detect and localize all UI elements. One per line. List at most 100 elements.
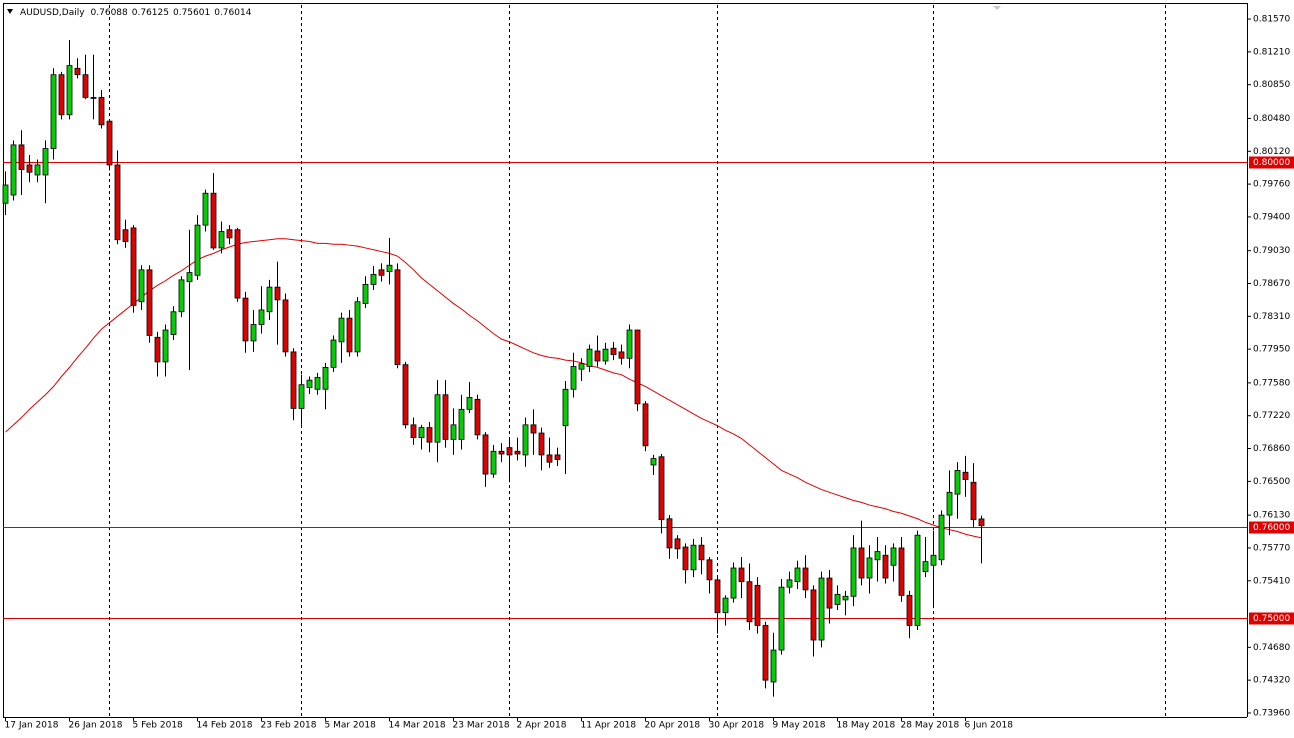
candle [146, 265, 153, 343]
candle-body [146, 269, 153, 336]
candle-body [826, 577, 833, 609]
level-label: 0.75000 [1253, 614, 1290, 624]
candle [906, 590, 913, 639]
candle [818, 571, 825, 648]
candle [658, 454, 665, 534]
candle [162, 324, 169, 377]
candle-body [522, 424, 529, 456]
candle-body [514, 450, 521, 455]
period-separators [109, 5, 1166, 717]
candle [762, 621, 769, 689]
candle [66, 40, 73, 120]
candle-body [114, 164, 121, 241]
candle-body [866, 557, 873, 579]
candle [682, 543, 689, 584]
y-tick-label: 0.80850 [1253, 80, 1290, 90]
candle [922, 536, 929, 578]
candle-body [42, 148, 49, 176]
x-tick-label: 17 Jan 2018 [5, 721, 59, 731]
candle-body [442, 394, 449, 440]
y-tick-label: 0.77220 [1253, 411, 1290, 421]
candle-body [698, 544, 705, 561]
y-tick-label: 0.78310 [1253, 312, 1290, 322]
x-tick-label: 9 May 2018 [773, 721, 826, 731]
candle [810, 585, 817, 657]
candle [842, 590, 849, 616]
candle [514, 437, 521, 461]
candle-body [170, 311, 177, 335]
candle [82, 54, 89, 100]
candle [778, 578, 785, 655]
x-tick-label: 14 Feb 2018 [197, 721, 253, 731]
candle-body [786, 579, 793, 588]
y-tick-label: 0.79400 [1253, 212, 1290, 222]
candle-body [34, 164, 41, 176]
candle [610, 341, 617, 361]
candle-body [362, 284, 369, 304]
candle-body [938, 514, 945, 561]
candle-body [618, 351, 625, 359]
candle [882, 545, 889, 584]
candle-body [634, 329, 641, 405]
candle-body [682, 546, 689, 571]
candle-body [258, 309, 265, 325]
candle [722, 595, 729, 626]
candle-body [66, 65, 73, 116]
candle [498, 443, 505, 463]
candle-body [474, 398, 481, 436]
candle [674, 535, 681, 559]
candle-body [402, 364, 409, 426]
y-tick-label: 0.79030 [1253, 246, 1290, 256]
candle [930, 530, 937, 609]
candle [138, 265, 145, 310]
candle-body [138, 269, 145, 303]
candle [106, 119, 113, 171]
candle [298, 374, 305, 425]
level-label-box [1249, 612, 1294, 625]
candle [370, 266, 377, 290]
y-tick-label: 0.74320 [1253, 676, 1290, 686]
y-tick-label: 0.74680 [1253, 643, 1290, 653]
candle-body [890, 547, 897, 566]
candle [274, 261, 281, 345]
x-tick-label: 2 Apr 2018 [517, 721, 567, 731]
candle-body [242, 297, 249, 342]
chart-header: AUDUSD,Daily 0.76088 0.76125 0.75601 0.76014 [20, 8, 252, 18]
candle [2, 171, 9, 216]
candle-body [178, 279, 185, 313]
y-tick-label: 0.76500 [1253, 477, 1290, 487]
y-tick-label: 0.80480 [1253, 114, 1290, 124]
candle-body [834, 594, 841, 605]
candle-body [18, 144, 25, 170]
candle-body [322, 366, 329, 390]
candle [858, 520, 865, 586]
candle [442, 380, 449, 448]
candle [578, 358, 585, 382]
candle-body [730, 567, 737, 599]
candle [794, 560, 801, 589]
candle-body [666, 518, 673, 549]
candle [538, 427, 545, 471]
candle [786, 571, 793, 594]
candle [34, 159, 41, 183]
moving-average [5, 238, 982, 539]
candle [706, 557, 713, 594]
candle-body [626, 329, 633, 359]
candle-body [354, 301, 361, 353]
candle [490, 444, 497, 478]
candle [362, 276, 369, 309]
candle-body [98, 97, 105, 126]
candle-body [650, 458, 657, 466]
candle [322, 362, 329, 410]
candle-body [234, 229, 241, 299]
candle-body [106, 120, 113, 166]
candle [242, 291, 249, 353]
candle-body [370, 273, 377, 285]
candle-body [802, 567, 809, 591]
candle [338, 312, 345, 363]
candle [250, 309, 257, 352]
low-value: 0.75601 [173, 8, 210, 18]
candle-body [714, 579, 721, 614]
candle [202, 189, 209, 232]
